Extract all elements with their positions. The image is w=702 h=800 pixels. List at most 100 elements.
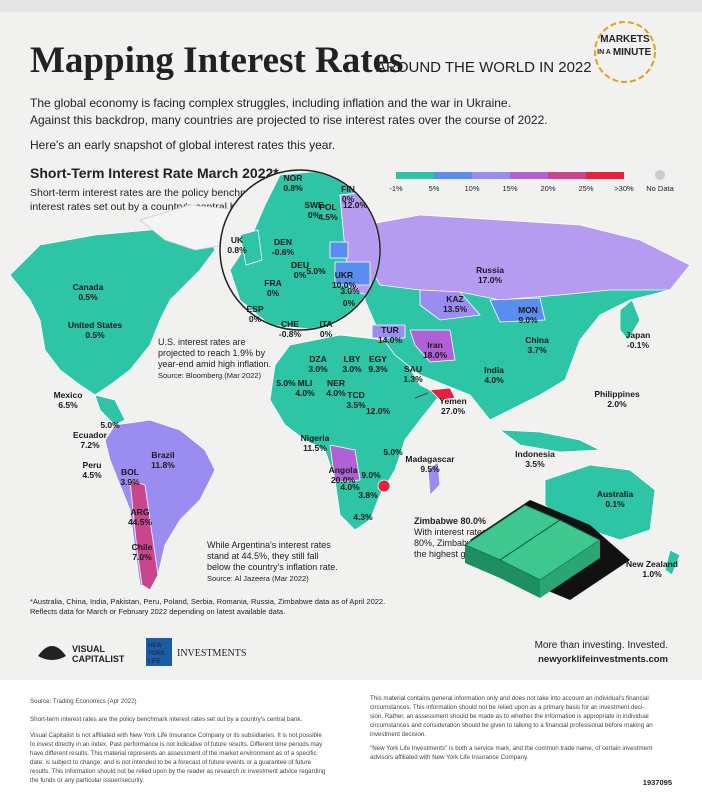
country-name: China [525, 335, 549, 345]
argentina [129, 479, 159, 591]
madagascar [427, 461, 441, 496]
url: newyorklifeinvestments.com [538, 654, 668, 665]
annotation-line: With interest rates at [414, 527, 497, 537]
new-zealand [664, 549, 681, 576]
country-name: TCD [347, 390, 364, 400]
annotation-line: 80%, Zimbabwe's are [414, 538, 500, 548]
country-rate: 11.8% [151, 460, 175, 470]
country-rate: 5.0% [276, 378, 296, 388]
country-name: ARG [131, 507, 150, 517]
badge-line: MARKETS [600, 34, 650, 45]
country-rate: 9.0% [518, 315, 538, 325]
legend-swatch [396, 172, 434, 179]
tagline: More than investing. Invested. [535, 640, 668, 651]
map-title: Short-Term Interest Rate March 2022* [30, 165, 279, 181]
turkey [371, 324, 406, 339]
intro-line: Here's an early snapshot of global inter… [30, 138, 335, 152]
country-rate: 1.0% [642, 569, 662, 579]
footer-left: date; is subject to change; and is not i… [30, 759, 312, 766]
badge-line: MINUTE [613, 47, 652, 58]
russia [364, 214, 691, 301]
country-name: BOL [121, 467, 139, 477]
annotation-line: stand at 44.5%, they still fall [207, 551, 319, 561]
country-name: UK [231, 235, 244, 245]
country-rate: 0.5% [85, 330, 105, 340]
central-america [94, 394, 126, 426]
country-rate: 27.0% [441, 406, 466, 416]
footer-right: "New York Life Investments" is both a se… [370, 745, 653, 752]
belarus [329, 241, 349, 259]
annotation-line: year-end amid high inflation. [158, 359, 271, 369]
country-name: MON [518, 305, 538, 315]
country-rate: 0.5% [78, 292, 98, 302]
intro-line: The global economy is facing complex str… [30, 96, 511, 110]
country-rate: 0% [343, 298, 356, 308]
country-name: LBY [344, 354, 361, 364]
legend-label: 5% [429, 184, 440, 193]
ukraine [334, 261, 371, 286]
country-rate: 9.3% [368, 364, 388, 374]
country-rate: 10.0% [332, 280, 357, 290]
annotation-line: the highest globally. [414, 549, 493, 559]
footer-left: Visual Capitalist is not affiliated with… [30, 732, 322, 739]
country-rate: 0.8% [227, 245, 247, 255]
country-name: SWE [304, 200, 324, 210]
legend-swatch [434, 172, 472, 179]
legend-label: >30% [614, 184, 634, 193]
footer-right: circumstances and consideration should b… [370, 722, 653, 729]
country-rate: 0% [320, 329, 333, 339]
country-rate: 9.0% [361, 470, 381, 480]
country-name: Iran [427, 340, 443, 350]
country-name: NOR [284, 173, 303, 183]
footnote-line: *Australia, China, India, Pakistan, Peru… [30, 597, 385, 606]
country-name: TUR [381, 325, 398, 335]
country-rate: -0.6% [272, 247, 295, 257]
map-desc: Short-term interest rates are the policy… [30, 187, 264, 199]
country-name: United States [68, 320, 123, 330]
country-rate: 13.5% [443, 304, 468, 314]
footer-left: have different results. This material re… [30, 750, 317, 757]
legend-swatch [586, 172, 624, 179]
country-name: POL [319, 202, 336, 212]
country-name: Chile [132, 542, 153, 552]
country-rate: 4.0% [484, 375, 504, 385]
kazakhstan [419, 289, 481, 321]
country-name: CHE [281, 319, 299, 329]
vc-name: CAPITALIST [72, 654, 125, 664]
country-rate: 0% [342, 194, 355, 204]
nyl-logo [146, 638, 172, 666]
country-rate: 3.0% [308, 364, 328, 374]
footer-right: circumstances. This information should n… [370, 704, 644, 711]
country-name: FRA [264, 278, 281, 288]
money-illustration [463, 500, 630, 600]
country-name: New Zealand [626, 559, 678, 569]
country-name: DZA [309, 354, 326, 364]
footer-left: Short-term interest rates are the policy… [30, 716, 302, 723]
annotation-source: Source: Al Jazeera (Mar 2022) [207, 574, 309, 583]
footer-right: investment decision. [370, 731, 426, 738]
country-name: KAZ [446, 294, 463, 304]
legend-swatch [548, 172, 586, 179]
legend-label: No Data [646, 184, 674, 193]
country-rate: 11.5% [303, 443, 327, 453]
country-rate: 6.5% [58, 400, 78, 410]
country-rate: 0.1% [605, 499, 625, 509]
stack-side [465, 545, 500, 578]
country-rate: -0.8% [279, 329, 302, 339]
legend-nodata [655, 170, 665, 180]
country-name: India [484, 365, 504, 375]
badge-line: IN A [597, 49, 611, 56]
country-name: Japan [626, 330, 651, 340]
annotation-line: below the country's inflation rate. [207, 562, 338, 572]
country-name: Mexico [54, 390, 83, 400]
country-rate: 3.8% [358, 490, 378, 500]
mongolia [489, 297, 546, 323]
country-rate: 44.5% [128, 517, 153, 527]
country-rate: 5.0% [383, 447, 403, 457]
country-name: NER [327, 378, 345, 388]
country-rate: 3.0% [342, 364, 362, 374]
country-rate: 17.0% [478, 275, 503, 285]
country-name: Madagascar [405, 454, 455, 464]
country-name: DEU [291, 260, 309, 270]
footer-right: sion. Rather, an assessment should be ma… [370, 713, 649, 720]
